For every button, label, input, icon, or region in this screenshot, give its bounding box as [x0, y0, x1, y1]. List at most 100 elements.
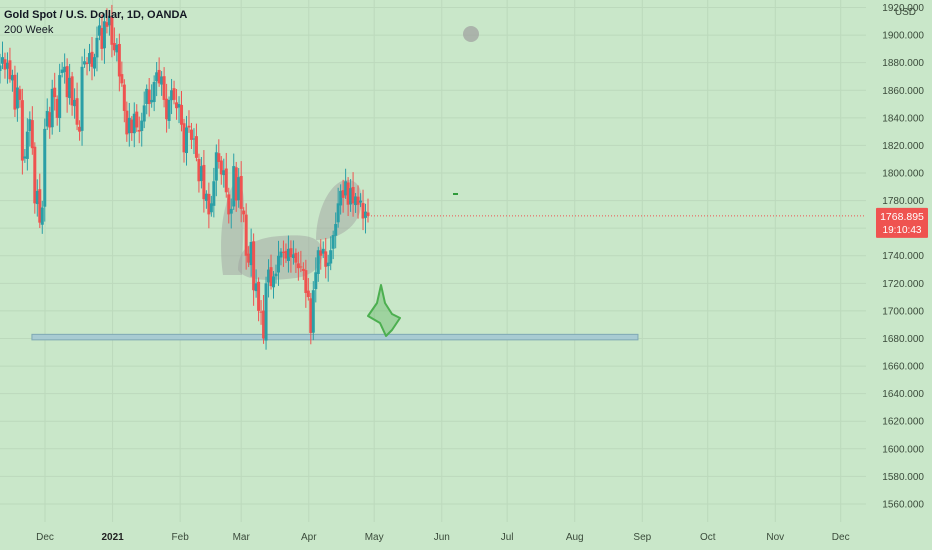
candle-body: [207, 193, 211, 215]
candle-body: [175, 102, 179, 109]
candle-body: [80, 66, 84, 131]
y-tick-label: 1640.000: [882, 389, 924, 400]
candle-body: [346, 182, 350, 205]
candle-body: [294, 252, 298, 263]
candle-body: [132, 113, 136, 134]
indicator-label[interactable]: 200 Week: [4, 24, 54, 36]
candle-body: [88, 53, 92, 64]
x-tick-label: May: [365, 532, 384, 543]
candle-body: [272, 276, 276, 288]
candle-body: [222, 170, 226, 176]
candle-body: [135, 111, 139, 128]
candle-body: [8, 60, 12, 80]
candle-body: [60, 69, 64, 73]
candle-body: [58, 75, 62, 119]
drawings: [367, 26, 479, 337]
y-tick-label: 1900.000: [882, 31, 924, 42]
candle-body: [73, 99, 77, 107]
candle-body: [199, 166, 203, 181]
candle-body: [83, 61, 87, 65]
price-tag-box: [876, 207, 928, 238]
candle-body: [242, 210, 246, 215]
candle-body: [189, 129, 193, 140]
candle-body: [160, 76, 164, 85]
price-axis: 1560.000 1580.000 1600.000 1620.000 1640.000…: [882, 3, 924, 510]
candle-body: [48, 112, 52, 128]
y-tick-label: 1720.000: [882, 279, 924, 290]
candle-body: [247, 253, 251, 263]
price-tag-value: 1768.895: [880, 211, 924, 223]
candle-body: [354, 196, 358, 206]
price-tags: 1768.895 19:10:43: [368, 207, 928, 238]
candle-body: [50, 88, 54, 128]
candle-body: [311, 290, 315, 333]
y-tick-label: 1680.000: [882, 334, 924, 345]
candle-body: [122, 84, 126, 111]
y-tick-label: 1600.000: [882, 444, 924, 455]
candle-body: [269, 267, 273, 287]
y-tick-label: 1800.000: [882, 169, 924, 180]
candle-body: [349, 188, 353, 205]
candle-body: [65, 66, 69, 98]
candle-body: [150, 99, 154, 103]
y-tick-label: 1700.000: [882, 306, 924, 317]
candle-body: [30, 120, 34, 149]
candle-body: [110, 16, 114, 45]
candle-body: [0, 65, 2, 71]
candle-body: [40, 207, 44, 225]
candle-body: [202, 164, 206, 200]
candle-body: [25, 131, 29, 159]
candle-body: [45, 110, 49, 127]
candle-body: [237, 177, 241, 201]
candle-body: [3, 59, 7, 70]
candle-body: [120, 74, 124, 84]
candle-body: [306, 290, 310, 298]
candle-body: [78, 126, 82, 132]
x-tick-label: Dec: [36, 532, 54, 543]
candle-body: [18, 89, 22, 100]
candle-body: [329, 250, 333, 264]
candle-body: [344, 181, 348, 196]
y-tick-label: 1920.000: [882, 3, 924, 14]
candle-body: [249, 241, 253, 266]
price-tag-countdown: 19:10:43: [883, 225, 922, 236]
candle-body: [351, 187, 355, 204]
candle-body: [13, 74, 17, 110]
candle-body: [334, 224, 338, 236]
support-zone: [31, 333, 639, 341]
candle-body: [286, 248, 290, 261]
x-tick-label: 2021: [101, 532, 124, 543]
x-tick-label: Apr: [301, 532, 317, 543]
candle-body: [127, 117, 131, 134]
candle-body: [117, 43, 121, 77]
candle-body: [5, 62, 9, 69]
candle-body: [152, 81, 156, 103]
candle-body: [192, 138, 196, 140]
y-tick-label: 1860.000: [882, 86, 924, 97]
candle-body: [100, 27, 104, 49]
candle-body: [252, 241, 256, 291]
candle-body: [155, 72, 159, 82]
candle-body: [319, 250, 323, 256]
candle-body: [331, 235, 335, 249]
candle-body: [38, 189, 42, 223]
candle-body: [63, 66, 67, 73]
candle-body: [299, 266, 303, 268]
y-tick-label: 1820.000: [882, 141, 924, 152]
candle-body: [157, 69, 161, 84]
candle-body: [0, 57, 4, 64]
candle-body: [125, 110, 129, 135]
chart-title[interactable]: Gold Spot / U.S. Dollar, 1D, OANDA: [4, 9, 188, 21]
candle-body: [244, 214, 248, 256]
candle-body: [284, 250, 288, 259]
candle-body: [28, 119, 32, 131]
candle-body: [165, 98, 169, 120]
candle-body: [23, 156, 27, 159]
candle-body: [219, 160, 223, 175]
candle-body: [130, 119, 134, 134]
x-tick-label: Jun: [434, 532, 450, 543]
candle-body: [314, 272, 318, 290]
candle-body: [105, 22, 109, 27]
